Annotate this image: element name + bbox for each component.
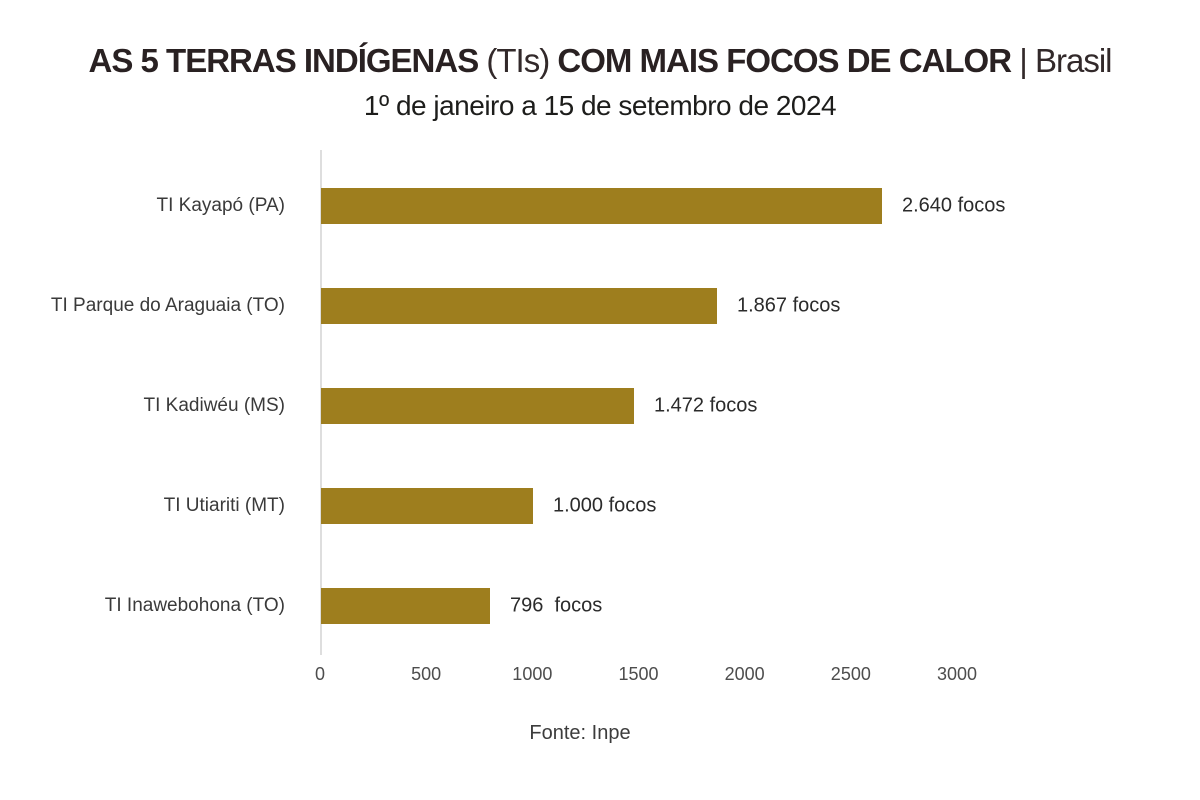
value-label: 1.000 focos <box>553 494 657 517</box>
value-label: 1.472 focos <box>654 394 758 417</box>
bar <box>321 588 490 624</box>
category-label: TI Kadiwéu (MS) <box>143 395 285 416</box>
x-tick-label: 1000 <box>512 664 553 684</box>
bar <box>321 488 533 524</box>
source-note: Fonte: Inpe <box>529 722 631 744</box>
x-axis: 0 500 1000 1500 2000 2500 3000 <box>0 664 1200 694</box>
chart-subtitle: 1º de janeiro a 15 de setembro de 2024 <box>363 90 837 121</box>
x-tick-label: 3000 <box>936 664 978 684</box>
x-tick-label: 2000 <box>724 664 765 684</box>
value-label: 796 focos <box>510 594 603 617</box>
bar <box>321 288 717 324</box>
bar-row: TI Kadiwéu (MS) 1.472 focos <box>0 356 1200 456</box>
chart-title: AS 5 TERRAS INDÍGENAS (TIs) COM MAIS FOC… <box>0 42 1200 80</box>
bar-row: TI Kayapó (PA) 2.640 focos <box>0 156 1200 256</box>
title-segment: (TIs) <box>478 42 558 79</box>
title-segment: AS 5 TERRAS INDÍGENAS <box>88 42 480 79</box>
bar <box>321 188 882 224</box>
title-segment: | Brasil <box>1011 42 1112 79</box>
bar-row: TI Parque do Araguaia (TO) 1.867 focos <box>0 256 1200 356</box>
value-label: 1.867 focos <box>737 294 841 317</box>
bar <box>321 388 634 424</box>
category-label: TI Parque do Araguaia (TO) <box>50 295 285 316</box>
x-tick-label: 1500 <box>618 664 659 684</box>
x-tick-label: 2500 <box>830 664 871 684</box>
plot-area: TI Kayapó (PA) 2.640 focos TI Parque do Ar… <box>0 150 1200 656</box>
value-label: 2.640 focos <box>902 194 1006 217</box>
x-tick-label: 500 <box>411 664 442 684</box>
category-label: TI Inawebohona (TO) <box>104 595 285 616</box>
category-label: TI Utiariti (MT) <box>163 495 285 516</box>
bar-row: TI Inawebohona (TO) 796 focos <box>0 556 1200 656</box>
bar-row: TI Utiariti (MT) 1.000 focos <box>0 456 1200 556</box>
x-tick-label: 0 <box>314 664 326 684</box>
category-label: TI Kayapó (PA) <box>156 195 285 216</box>
title-segment: COM MAIS FOCOS DE CALOR <box>557 42 1012 79</box>
